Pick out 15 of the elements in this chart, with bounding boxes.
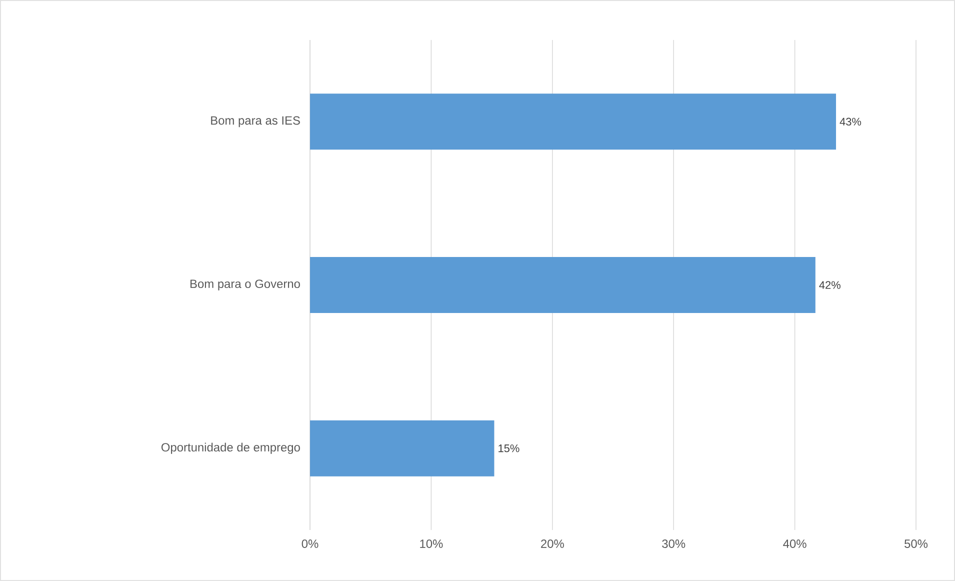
x-tick-label: 0% [302, 540, 318, 548]
x-tick-label: 40% [783, 540, 806, 548]
bar [310, 420, 494, 476]
x-tick-label: 50% [904, 540, 928, 548]
y-tick-label: Bom para as IES [211, 116, 300, 128]
x-tick-label: 20% [541, 540, 564, 548]
data-label: 15% [498, 444, 520, 452]
y-tick-label: Oportunidade de emprego [161, 442, 300, 454]
x-tick-label: 10% [420, 540, 443, 548]
bar [310, 94, 836, 150]
x-tick-label: 30% [662, 540, 686, 548]
bar [310, 256, 816, 313]
y-tick-label: Bom para o Governo [190, 280, 300, 290]
data-label: 43% [840, 118, 862, 126]
data-label: 42% [819, 281, 840, 289]
